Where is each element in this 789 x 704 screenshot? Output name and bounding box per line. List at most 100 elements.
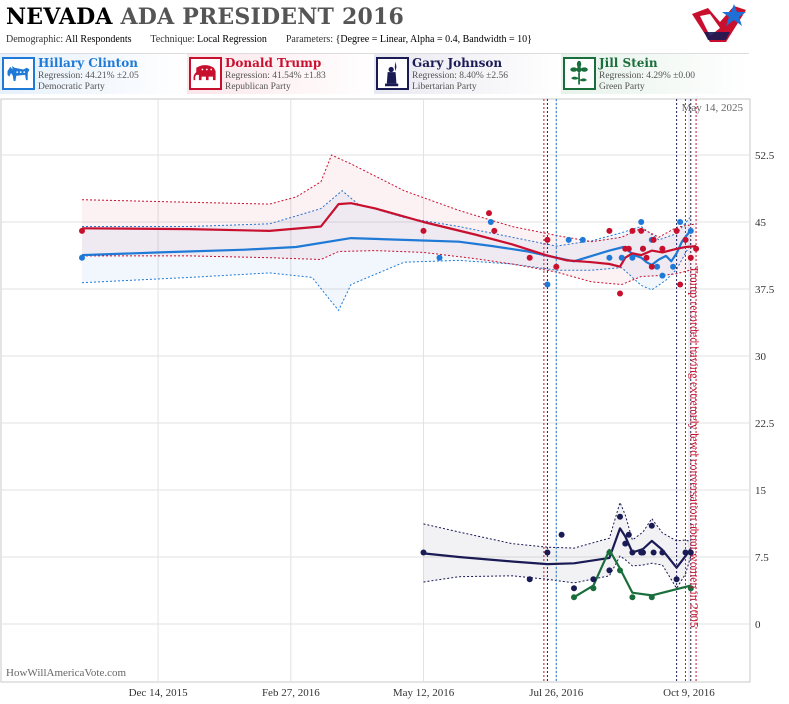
x-tick-label: Feb 27, 2016 [262, 687, 320, 699]
hillary-clinton-poll-point[interactable] [629, 254, 636, 261]
jill-stein-poll-point[interactable] [687, 585, 694, 592]
donald-trump-poll-point[interactable] [677, 281, 684, 288]
donald-trump-poll-point[interactable] [638, 227, 645, 234]
donald-trump-poll-point[interactable] [640, 245, 646, 252]
donald-trump-poll-point[interactable] [79, 227, 85, 234]
candidate-card-clinton[interactable]: Hillary Clinton Regression: 44.21% ±2.05… [0, 53, 188, 94]
hillary-clinton-poll-point[interactable] [654, 263, 661, 270]
donald-trump-poll-point[interactable] [650, 236, 657, 243]
donald-trump-poll-point[interactable] [643, 254, 650, 261]
donald-trump-poll-point[interactable] [491, 227, 498, 234]
gary-johnson-poll-point[interactable] [640, 549, 646, 556]
gary-johnson-poll-point[interactable] [673, 576, 680, 583]
gary-johnson-poll-point[interactable] [622, 540, 629, 547]
header: NEVADA ADA PRESIDENT 2016 Demographic: A… [0, 0, 789, 96]
gary-johnson-poll-point[interactable] [590, 576, 597, 583]
gary-johnson-poll-point[interactable] [682, 549, 689, 556]
candidate-card-trump[interactable]: Donald Trump Regression: 41.54% ±1.83 Re… [187, 53, 375, 94]
donald-trump-upper-bound [81, 154, 697, 243]
candidate-party: Libertarian Party [412, 82, 477, 92]
hillary-clinton-poll-point[interactable] [687, 227, 694, 234]
candidate-card-johnson[interactable]: Gary Johnson Regression: 8.40% ±2.56 Lib… [374, 53, 562, 94]
donald-trump-poll-point[interactable] [553, 263, 560, 270]
jill-stein-poll-point[interactable] [571, 594, 577, 601]
hillary-clinton-poll-point[interactable] [618, 254, 625, 261]
gary-johnson-poll-point[interactable] [544, 549, 551, 556]
candidate-regression: Regression: 8.40% ±2.56 [412, 71, 508, 81]
gary-johnson-poll-point[interactable] [617, 513, 623, 520]
donald-trump-poll-point[interactable] [526, 254, 533, 261]
gary-johnson-poll-point[interactable] [659, 549, 666, 556]
hillary-clinton-poll-point[interactable] [544, 281, 551, 288]
gary-johnson-poll-point[interactable] [629, 549, 636, 556]
candidate-regression: Regression: 44.21% ±2.05 [38, 71, 139, 81]
donald-trump-poll-point[interactable] [617, 290, 623, 297]
jill-stein-poll-point[interactable] [590, 585, 597, 592]
candidate-regression: Regression: 41.54% ±1.83 [225, 71, 326, 81]
gary-johnson-poll-point[interactable] [606, 567, 613, 574]
hillary-clinton-poll-point[interactable] [659, 272, 666, 279]
gary-johnson-poll-point[interactable] [558, 531, 565, 538]
hillary-clinton-lower-bound [81, 243, 692, 312]
donald-trump-poll-point[interactable] [693, 245, 700, 252]
donald-trump-poll-point[interactable] [486, 210, 492, 217]
hillary-clinton-poll-point[interactable] [606, 254, 613, 261]
x-axis-ticks: Dec 14, 2015 Feb 27, 2016 May 12, 2016 Jul … [129, 687, 716, 699]
donald-trump-poll-point[interactable] [544, 236, 551, 243]
gary-johnson-trend-line [423, 527, 692, 569]
donald-trump-poll-point[interactable] [659, 245, 666, 252]
event-lines [543, 99, 697, 682]
poll-points [79, 210, 700, 601]
flower-icon [563, 57, 596, 90]
hillary-clinton-poll-point[interactable] [638, 219, 645, 225]
hillary-clinton-upper-bound [82, 190, 692, 247]
gary-johnson-poll-point[interactable] [571, 585, 577, 592]
candidate-name: Gary Johnson [412, 56, 503, 70]
x-tick-label: Oct 9, 2016 [663, 687, 715, 699]
jill-stein-poll-point[interactable] [606, 549, 613, 556]
donald-trump-poll-point[interactable] [648, 263, 655, 270]
candidate-party: Republican Party [225, 82, 291, 92]
jill-stein-poll-point[interactable] [617, 567, 623, 574]
hillary-clinton-poll-point[interactable] [579, 236, 586, 243]
gary-johnson-lower-bound [423, 555, 692, 590]
gary-johnson-poll-point[interactable] [648, 522, 655, 529]
hillary-clinton-poll-point[interactable] [436, 254, 443, 261]
donald-trump-poll-point[interactable] [673, 227, 680, 234]
y-tick-label: 15 [755, 485, 767, 497]
donald-trump-trend-line [81, 202, 697, 268]
donald-trump-poll-point[interactable] [682, 236, 689, 243]
hillary-clinton-poll-point[interactable] [79, 254, 85, 261]
grid-lines [1, 99, 750, 682]
gary-johnson-poll-point[interactable] [650, 549, 657, 556]
candidate-regression: Regression: 4.29% ±0.00 [599, 71, 695, 81]
donald-trump-poll-point[interactable] [625, 245, 632, 252]
gary-johnson-poll-point[interactable] [526, 576, 533, 583]
parameters-label: Parameters: [285, 34, 334, 45]
jill-stein-poll-point[interactable] [629, 594, 636, 601]
donald-trump-poll-point[interactable] [629, 227, 636, 234]
site-logo-icon[interactable] [690, 2, 750, 52]
hillary-clinton-poll-point[interactable] [487, 219, 494, 225]
technique-label: Technique: [150, 34, 195, 45]
demographic-value: All Respondents [65, 34, 132, 45]
donald-trump-poll-point[interactable] [606, 227, 613, 234]
hillary-clinton-poll-point[interactable] [670, 263, 677, 270]
candidate-card-stein[interactable]: Jill Stein Regression: 4.29% ±0.00 Green… [561, 53, 749, 94]
gary-johnson-confidence-band [423, 502, 691, 589]
y-tick-label: 0 [755, 619, 761, 631]
donald-trump-poll-point[interactable] [687, 254, 694, 261]
parameters-value: {Degree = Linear, Alpha = 0.4, Bandwidth… [335, 34, 532, 45]
gary-johnson-poll-point[interactable] [420, 549, 427, 556]
donald-trump-poll-point[interactable] [420, 227, 427, 234]
parameters-line: Demographic: All Respondents Technique: … [6, 34, 532, 45]
hillary-clinton-poll-point[interactable] [677, 219, 684, 225]
jill-stein-poll-point[interactable] [648, 594, 655, 601]
date-stamp: May 14, 2025 [682, 102, 744, 114]
gary-johnson-poll-point[interactable] [687, 549, 694, 556]
gary-johnson-poll-point[interactable] [625, 531, 632, 538]
y-tick-label: 37.5 [755, 284, 775, 296]
donald-trump-lower-bound [82, 250, 697, 286]
hillary-clinton-poll-point[interactable] [565, 236, 572, 243]
y-tick-label: 7.5 [755, 552, 769, 564]
